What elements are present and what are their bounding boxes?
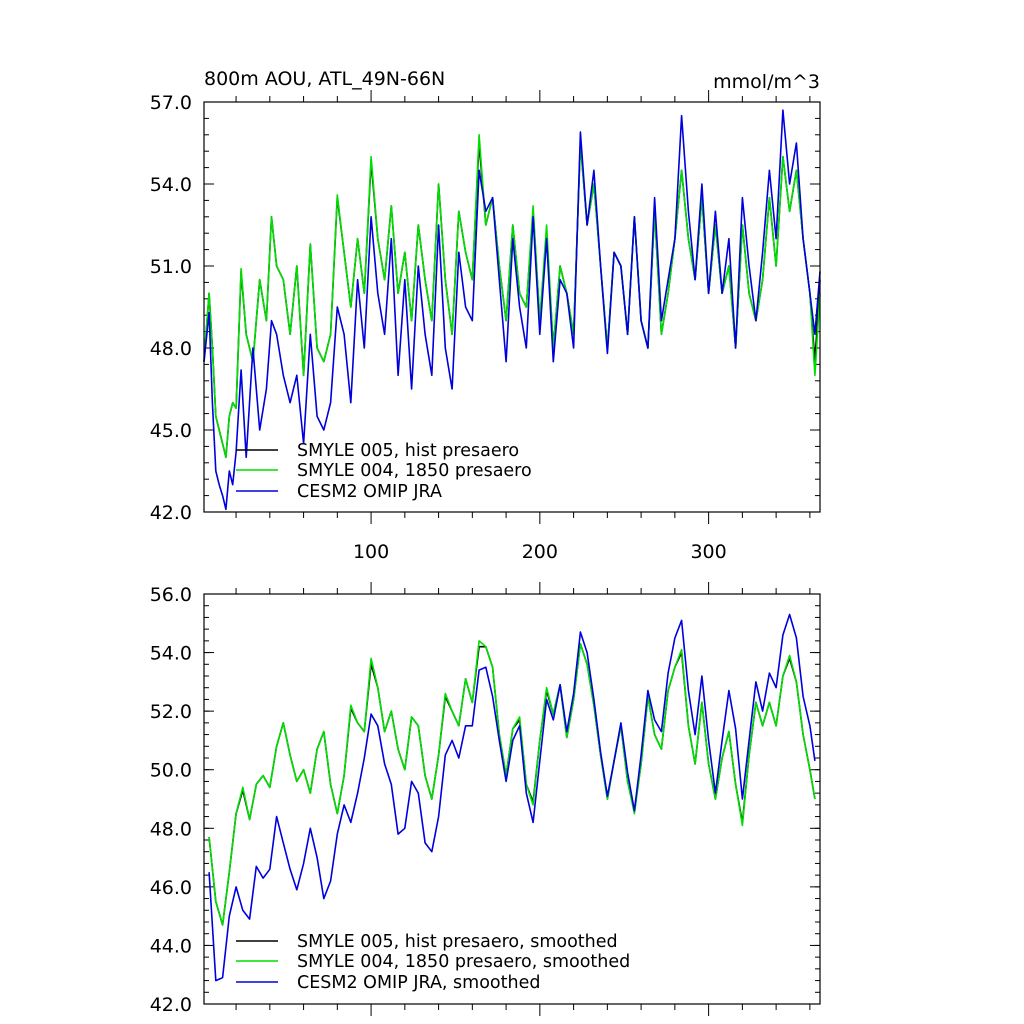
legend-label-smyle005: SMYLE 005, hist presaero [297,441,519,461]
bottom-y-tick-label: 50.0 [150,760,192,782]
bottom-y-tick-label: 44.0 [150,935,192,957]
top-y-tick-label: 54.0 [150,174,192,196]
top-y-tick-label: 51.0 [150,256,192,278]
bottom-legend: SMYLE 005, hist presaero, smoothed SMYLE… [236,932,630,993]
top-y-tick-label: 57.0 [150,92,192,114]
top-x-tick-label: 100 [353,541,389,563]
bottom-y-tick-label: 48.0 [150,818,192,840]
legend-label-smyle005-smoothed: SMYLE 005, hist presaero, smoothed [297,932,618,952]
top-series-group [203,109,821,511]
top-panel-units: mmol/m^3 [713,71,820,93]
legend-label-omip-smoothed: CESM2 OMIP JRA, smoothed [297,973,540,993]
bottom-series-group [208,613,816,982]
legend-label-smyle004: SMYLE 004, 1850 presaero [297,461,532,481]
top-panel-title: 800m AOU, ATL_49N-66N [204,68,445,90]
top-legend: SMYLE 005, hist presaero SMYLE 004, 1850… [236,441,532,502]
top-y-tick-label: 42.0 [150,502,192,524]
top-x-tick-label: 200 [522,541,558,563]
bottom-series-smyle004 [208,640,816,926]
legend-label-omip: CESM2 OMIP JRA [297,482,442,502]
top-axis-ticks: 42.0 45.0 48.0 51.0 54.0 57.0 100 200 300 [150,90,820,563]
bottom-y-tick-label: 46.0 [150,877,192,899]
bottom-panel: 42.0 44.0 46.0 48.0 50.0 52.0 54.0 56.0 SMYLE 0… [150,582,821,1016]
bottom-y-tick-label: 54.0 [150,643,192,665]
top-series-smyle005 [203,142,821,459]
top-panel: 800m AOU, ATL_49N-66N mmol/m^3 42.045.04… [150,68,821,563]
top-x-tick-label: 300 [690,541,726,563]
bottom-plot-frame [203,593,821,1005]
top-series-smyle004 [203,134,821,459]
bottom-y-tick-label: 52.0 [150,701,192,723]
bottom-series-smyle005 [208,642,816,926]
top-plot-frame [203,101,821,513]
bottom-y-tick-label: 56.0 [150,584,192,606]
top-series-omip [203,109,821,511]
top-y-tick-label: 45.0 [150,420,192,442]
top-y-tick-label: 48.0 [150,338,192,360]
legend-label-smyle004-smoothed: SMYLE 004, 1850 presaero, smoothed [297,952,630,972]
bottom-series-omip [208,613,816,982]
bottom-y-tick-label: 42.0 [150,994,192,1016]
